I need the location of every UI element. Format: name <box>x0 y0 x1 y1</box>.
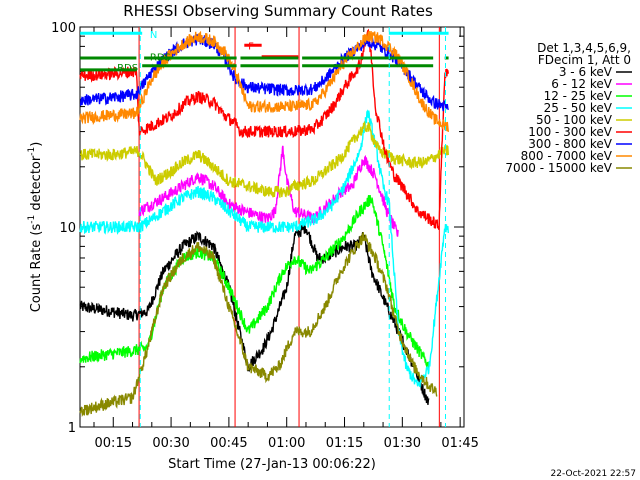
series-line <box>79 222 430 405</box>
legend-entry-label: 25 - 50 keV <box>544 101 613 115</box>
legend-entry-label: 50 - 100 keV <box>536 113 613 127</box>
footer-date: 22-Oct-2021 22:57 <box>551 469 636 479</box>
legend-header-2: FDecim 1, Att 0 <box>538 53 631 67</box>
y-axis-label-sup2: -1 <box>27 147 37 156</box>
series-line <box>79 232 438 418</box>
legend-entry-label: 3 - 6 keV <box>559 65 613 79</box>
x-tick-label: 01:15 <box>326 436 363 451</box>
x-tick-label: 00:15 <box>95 436 132 451</box>
legend-entry-label: 800 - 7000 keV <box>521 149 613 163</box>
x-tick-label: 00:30 <box>152 436 189 451</box>
y-axis-label-end: ) <box>29 142 44 147</box>
x-tick-labels: 00:15 00:30 00:45 01:00 01:15 01:30 01:45 <box>95 436 479 451</box>
x-tick-label: 01:45 <box>441 436 478 451</box>
x-tick-label: 00:45 <box>210 436 247 451</box>
y-tick-label: 10 <box>59 221 76 236</box>
series-line <box>79 194 430 370</box>
plot-area: N F RDS RDS <box>79 26 465 428</box>
y-axis-label: Count Rate (s-1 detector-1) <box>27 142 44 313</box>
legend-entry-label: 6 - 12 keV <box>551 77 613 91</box>
series-line <box>79 28 449 231</box>
y-tick-labels: 1 10 100 <box>51 21 76 436</box>
flag-label: RDS <box>150 53 171 64</box>
y-tick-label: 100 <box>51 21 76 36</box>
series-line <box>79 30 449 132</box>
y-axis-label-sup: -1 <box>27 215 37 224</box>
legend: Det 1,3,4,5,6,9, FDecim 1, Att 0 3 - 6 k… <box>505 41 632 175</box>
legend-entry-label: 300 - 800 keV <box>528 137 612 151</box>
x-tick-label: 01:30 <box>384 436 421 451</box>
legend-entry-label: 7000 - 15000 keV <box>505 161 612 175</box>
chart-title: RHESSI Observing Summary Count Rates <box>123 2 433 20</box>
series-line <box>138 145 399 237</box>
flag-label: F <box>248 41 254 52</box>
series-layer <box>79 28 449 418</box>
y-axis-label-main: Count Rate (s <box>29 224 44 313</box>
legend-entry-label: 12 - 25 keV <box>544 89 613 103</box>
flag-bars: N F RDS RDS <box>80 30 449 74</box>
x-axis-label: Start Time (27-Jan-13 00:06:22) <box>168 457 376 472</box>
legend-header-1: Det 1,3,4,5,6,9, <box>537 41 631 55</box>
y-tick-label: 1 <box>68 421 76 436</box>
flag-label: RDS <box>117 63 138 74</box>
y-axis-label-tail: detector <box>29 155 44 215</box>
flag-label: N <box>150 30 157 41</box>
dashed-markers <box>139 27 446 427</box>
x-tick-label: 01:00 <box>268 436 305 451</box>
legend-entry-label: 100 - 300 keV <box>528 125 612 139</box>
series-line <box>79 109 449 388</box>
axis-ticks <box>80 27 464 428</box>
